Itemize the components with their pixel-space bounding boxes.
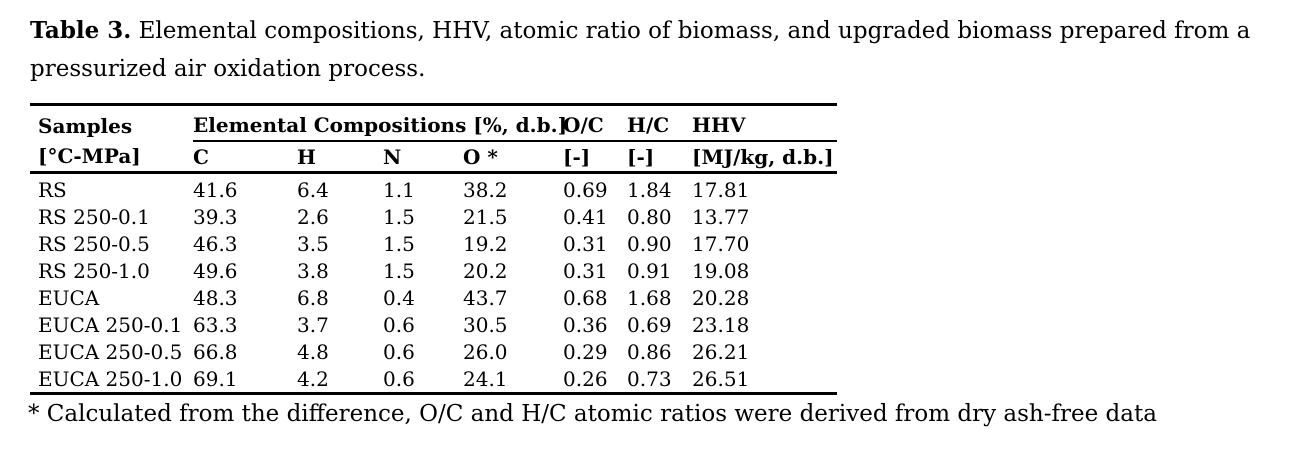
table-row: EUCA 250-0.1 63.3 3.7 0.6 30.5 0.36 0.69…: [30, 311, 837, 338]
cell-hc: 0.90: [627, 231, 672, 256]
cell-h: 4.2: [297, 366, 329, 391]
cell-n: 1.5: [383, 204, 415, 229]
cell-hhv: 13.77: [692, 204, 750, 229]
cell-n: 0.6: [383, 312, 415, 337]
cell-hc: 0.80: [627, 204, 672, 229]
cell-hhv: 17.70: [692, 231, 750, 256]
table-row: RS 250-0.5 46.3 3.5 1.5 19.2 0.31 0.90 1…: [30, 230, 837, 257]
header-hc: H/C: [627, 104, 693, 142]
cell-sample: RS: [38, 177, 67, 202]
header-oc-units: [-]: [563, 141, 628, 174]
header-oc: O/C: [563, 104, 628, 142]
cell-sample: RS 250-0.1: [38, 204, 150, 229]
cell-oc: 0.69: [563, 177, 608, 202]
cell-oc: 0.68: [563, 285, 608, 310]
cell-hc: 0.69: [627, 312, 672, 337]
cell-o: 26.0: [463, 339, 508, 364]
cell-n: 1.5: [383, 231, 415, 256]
table-row: EUCA 48.3 6.8 0.4 43.7 0.68 1.68 20.28: [30, 284, 837, 311]
cell-hc: 1.68: [627, 285, 672, 310]
cell-n: 1.1: [383, 177, 415, 202]
cell-c: 69.1: [193, 366, 238, 391]
table-row: RS 41.6 6.4 1.1 38.2 0.69 1.84 17.81: [30, 173, 837, 204]
cell-h: 3.7: [297, 312, 329, 337]
header-n: N: [383, 141, 463, 174]
cell-n: 1.5: [383, 258, 415, 283]
cell-h: 6.4: [297, 177, 329, 202]
header-hhv-units: [MJ/kg, d.b.]: [692, 141, 838, 174]
cell-h: 6.8: [297, 285, 329, 310]
header-c: C: [193, 141, 297, 174]
cell-hc: 0.86: [627, 339, 672, 364]
header-samples: Samples: [38, 114, 133, 138]
table-row: RS 250-0.1 39.3 2.6 1.5 21.5 0.41 0.80 1…: [30, 203, 837, 230]
cell-o: 43.7: [463, 285, 508, 310]
table-caption-text: Elemental compositions, HHV, atomic rati…: [30, 18, 1251, 82]
cell-c: 66.8: [193, 339, 238, 364]
cell-h: 3.8: [297, 258, 329, 283]
cell-o: 20.2: [463, 258, 508, 283]
cell-sample: RS 250-0.5: [38, 231, 150, 256]
cell-n: 0.6: [383, 366, 415, 391]
header-o: O *: [463, 141, 564, 174]
cell-o: 30.5: [463, 312, 508, 337]
table-header: Samples Elemental Compositions [%, d.b.]…: [30, 104, 838, 174]
header-hc-units: [-]: [627, 141, 693, 174]
cell-hc: 1.84: [627, 177, 672, 202]
cell-oc: 0.41: [563, 204, 608, 229]
header-row-top: Samples Elemental Compositions [%, d.b.]…: [30, 104, 838, 142]
cell-c: 39.3: [193, 204, 238, 229]
cell-sample: EUCA 250-0.1: [38, 312, 183, 337]
cell-oc: 0.31: [563, 258, 608, 283]
header-samples-units: [°C-MPa]: [30, 141, 193, 174]
cell-sample: RS 250-1.0: [38, 258, 150, 283]
table-footnote: * Calculated from the difference, O/C an…: [28, 401, 1157, 427]
cell-hc: 0.73: [627, 366, 672, 391]
header-row-units: [°C-MPa] C H N O * [-] [-] [MJ/kg, d.b.]: [30, 141, 838, 174]
cell-hhv: 17.81: [692, 177, 750, 202]
table-row: EUCA 250-0.5 66.8 4.8 0.6 26.0 0.29 0.86…: [30, 338, 837, 365]
cell-oc: 0.31: [563, 231, 608, 256]
cell-o: 38.2: [463, 177, 508, 202]
cell-n: 0.6: [383, 339, 415, 364]
cell-c: 63.3: [193, 312, 238, 337]
cell-hhv: 20.28: [692, 285, 750, 310]
cell-hc: 0.91: [627, 258, 672, 283]
table-caption: Table 3. Elemental compositions, HHV, at…: [30, 12, 1286, 88]
cell-h: 3.5: [297, 231, 329, 256]
cell-n: 0.4: [383, 285, 415, 310]
cell-sample: EUCA 250-0.5: [38, 339, 183, 364]
cell-h: 4.8: [297, 339, 329, 364]
elemental-composition-table: Samples Elemental Compositions [%, d.b.]…: [30, 103, 838, 395]
header-h: H: [297, 141, 383, 174]
cell-c: 48.3: [193, 285, 238, 310]
cell-c: 46.3: [193, 231, 238, 256]
cell-o: 19.2: [463, 231, 508, 256]
cell-h: 2.6: [297, 204, 329, 229]
table-body: RS 41.6 6.4 1.1 38.2 0.69 1.84 17.81 RS …: [30, 173, 837, 394]
table-row: EUCA 250-1.0 69.1 4.2 0.6 24.1 0.26 0.73…: [30, 365, 837, 394]
cell-hhv: 26.21: [692, 339, 750, 364]
cell-hhv: 23.18: [692, 312, 750, 337]
cell-o: 24.1: [463, 366, 508, 391]
table-caption-label: Table 3.: [30, 17, 132, 44]
cell-c: 49.6: [193, 258, 238, 283]
table-row: RS 250-1.0 49.6 3.8 1.5 20.2 0.31 0.91 1…: [30, 257, 837, 284]
cell-hhv: 26.51: [692, 366, 750, 391]
header-group-elemental-compositions: Elemental Compositions [%, d.b.]: [193, 104, 567, 142]
cell-sample: EUCA 250-1.0: [38, 366, 183, 391]
header-hhv: HHV: [692, 104, 838, 142]
cell-oc: 0.36: [563, 312, 608, 337]
cell-c: 41.6: [193, 177, 238, 202]
cell-sample: EUCA: [38, 285, 100, 310]
cell-o: 21.5: [463, 204, 508, 229]
cell-oc: 0.26: [563, 366, 608, 391]
cell-oc: 0.29: [563, 339, 608, 364]
cell-hhv: 19.08: [692, 258, 750, 283]
